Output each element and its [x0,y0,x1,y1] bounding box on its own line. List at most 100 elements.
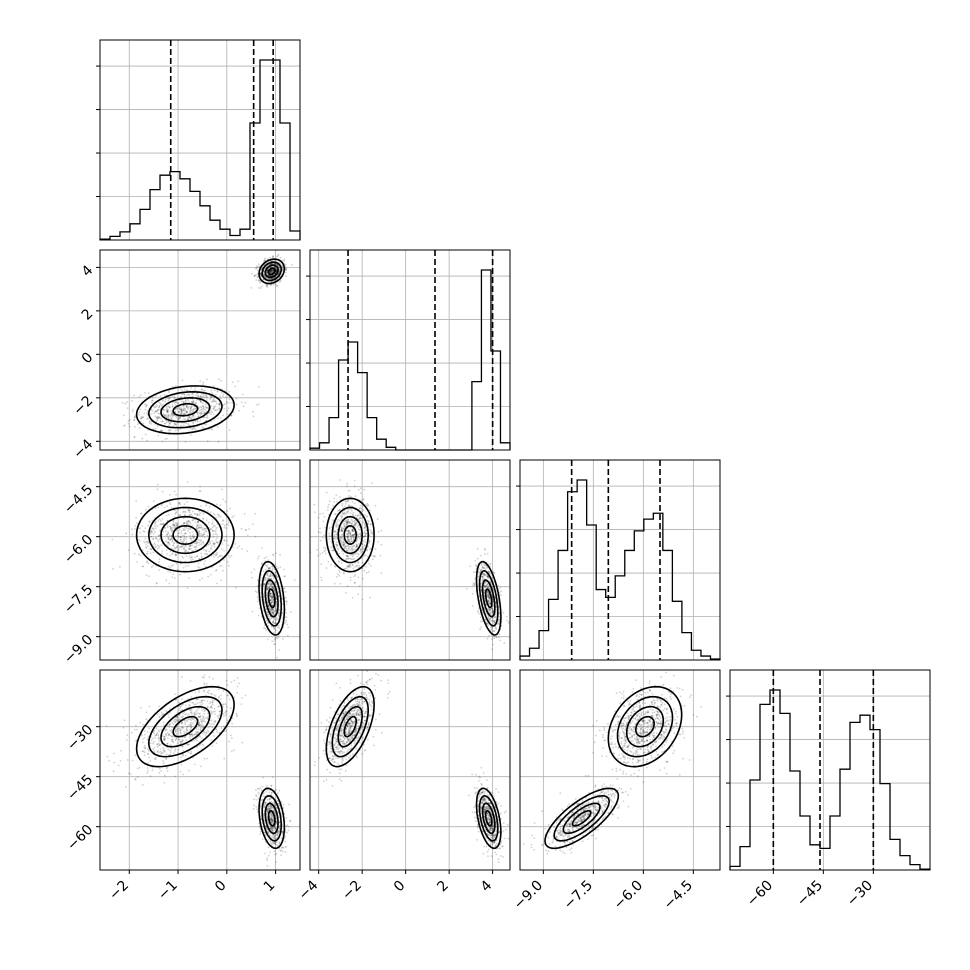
sample-point [145,547,148,550]
sample-point [205,682,208,685]
sample-point [146,439,149,442]
sample-point [216,582,218,585]
sample-point [348,495,350,497]
sample-point [151,399,154,402]
sample-point [135,724,137,727]
sample-point [168,391,170,394]
sample-point [340,540,343,543]
sample-point [479,620,482,623]
sample-point [267,277,270,280]
sample-point [214,393,217,396]
sample-point [216,541,218,544]
sample-point [124,402,127,405]
sample-point [223,549,225,552]
sample-point [143,751,146,754]
sample-point [371,532,374,535]
sample-point [186,394,188,396]
sample-point [169,429,172,432]
sample-point [267,603,270,606]
sample-point [134,778,137,781]
sample-point [166,437,168,440]
sample-point [184,400,187,402]
sample-point [142,422,145,425]
sample-point [219,698,222,701]
sample-point [223,715,225,717]
sample-point [358,517,361,519]
sample-point [195,713,197,716]
sample-point [164,530,167,533]
sample-point [164,774,166,777]
sample-point [166,533,169,536]
sample-point [167,536,170,538]
sample-point [272,613,274,616]
sample-point [261,577,263,579]
sample-point [199,712,201,715]
sample-point [339,538,342,541]
sample-point [211,519,214,521]
sample-point [166,410,169,413]
sample-point [352,534,354,537]
sample-point [164,400,167,403]
sample-point [200,556,203,559]
sample-point [267,613,269,616]
sample-point [186,730,189,732]
sample-point [246,534,249,537]
sample-point [346,536,349,539]
sample-point [486,596,489,599]
sample-point [494,611,497,613]
sample-point [489,599,491,602]
sample-point [195,545,198,547]
sample-point [161,440,164,443]
sample-point [216,513,219,516]
sample-point [176,417,179,420]
sample-point [166,408,169,411]
sample-point [257,386,260,388]
sample-point [487,586,490,588]
sample-point [206,700,209,703]
sample-point [341,530,343,533]
sample-point [350,547,353,550]
sample-point [278,614,280,617]
sample-point [226,694,229,697]
density-contour [172,524,199,546]
sample-point [286,623,289,626]
sample-point [228,740,231,743]
sample-point [170,413,173,415]
sample-point [269,593,272,595]
sample-point [172,548,174,550]
sample-point [167,734,170,737]
sample-point [271,602,273,604]
sample-point [221,488,224,491]
sample-point [179,413,182,416]
sample-point [174,739,177,742]
sample-point [271,595,274,598]
sample-point [190,387,193,389]
sample-point [264,627,267,630]
sample-point [127,422,130,425]
sample-point [197,520,199,523]
sample-point [201,577,204,580]
sample-point [230,414,233,417]
sample-point [174,404,177,406]
sample-point [272,595,274,598]
sample-point [374,548,377,550]
sample-point [340,518,343,520]
sample-point [189,410,192,412]
sample-point [214,409,217,412]
sample-point [325,491,328,494]
sample-point [166,410,169,413]
sample-point [142,750,145,753]
sample-point [338,571,341,574]
sample-point [193,389,196,391]
sample-point [351,529,353,532]
sample-point [266,269,269,272]
sample-point [178,502,181,505]
sample-point [483,573,486,575]
sample-point [183,536,186,539]
sample-point [178,709,180,712]
sample-point [264,605,267,608]
sample-point [285,603,288,606]
sample-point [171,735,174,738]
sample-point [203,689,205,692]
sample-point [208,550,211,553]
